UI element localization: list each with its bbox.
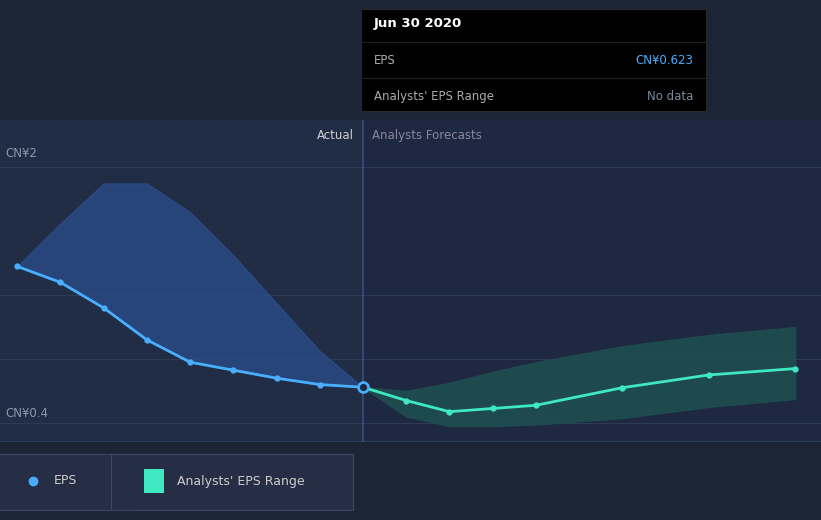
- FancyBboxPatch shape: [0, 453, 135, 510]
- Text: CN¥2: CN¥2: [5, 147, 37, 160]
- Text: EPS: EPS: [53, 474, 76, 488]
- Text: CN¥0.4: CN¥0.4: [5, 407, 48, 420]
- Text: Analysts' EPS Range: Analysts' EPS Range: [177, 474, 304, 488]
- Bar: [0, 120, 363, 442]
- FancyBboxPatch shape: [111, 453, 353, 510]
- Text: CN¥0.623: CN¥0.623: [636, 55, 694, 68]
- Text: Analysts' EPS Range: Analysts' EPS Range: [374, 90, 493, 103]
- Text: 2019: 2019: [89, 444, 119, 457]
- Text: 2020: 2020: [262, 444, 291, 457]
- Text: 2021: 2021: [434, 444, 465, 457]
- FancyBboxPatch shape: [144, 469, 164, 493]
- Text: Analysts Forecasts: Analysts Forecasts: [372, 129, 481, 142]
- Text: EPS: EPS: [374, 55, 395, 68]
- Text: Actual: Actual: [318, 129, 355, 142]
- FancyBboxPatch shape: [361, 9, 706, 111]
- Text: 2022: 2022: [608, 444, 637, 457]
- Text: Jun 30 2020: Jun 30 2020: [374, 17, 461, 30]
- Text: No data: No data: [648, 90, 694, 103]
